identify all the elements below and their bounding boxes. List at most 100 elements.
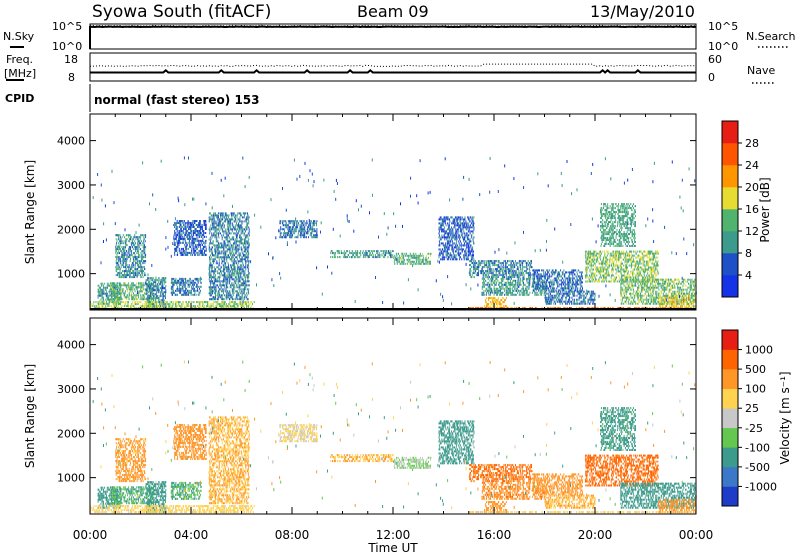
echo-cell: [117, 305, 119, 308]
echo-cell: [201, 235, 203, 238]
echo-cell: [466, 252, 468, 255]
echo-cell: [139, 240, 141, 243]
echo-cell: [452, 218, 454, 221]
echo-cell: [300, 236, 302, 239]
echo-cell: [430, 262, 431, 265]
echo-cell: [224, 216, 226, 219]
echo-cell: [119, 274, 121, 277]
echo-cell: [103, 301, 105, 304]
echo-cell: [225, 303, 227, 306]
echo-cell: [450, 232, 452, 235]
echo-cell: [229, 298, 231, 301]
echo-cell: [243, 280, 245, 283]
echo-cell: [449, 228, 451, 231]
echo-cell: [102, 290, 104, 293]
echo-cell: [239, 234, 241, 237]
echo-cell: [199, 235, 200, 238]
echo-cell: [456, 238, 458, 241]
echo-cell: [127, 301, 129, 304]
echo-cell: [343, 250, 345, 253]
echo-cell: [122, 292, 124, 295]
echo-cell: [438, 240, 440, 243]
echo-cell: [138, 250, 139, 253]
echo-cell: [180, 220, 182, 222]
echo-cell: [239, 286, 241, 289]
echo-cell: [199, 230, 201, 232]
echo-cell: [301, 220, 303, 223]
echo-cell: [115, 252, 117, 255]
echo-cell: [135, 274, 136, 277]
echo-cell: [124, 284, 126, 287]
echo-cell: [221, 258, 223, 261]
echo-cell: [228, 266, 229, 269]
echo-cell: [377, 256, 379, 259]
echo-cell: [151, 292, 152, 295]
echo-cell: [101, 303, 103, 306]
echo-cell: [215, 258, 216, 261]
echo-cell: [199, 287, 200, 290]
echo-cell: [184, 243, 186, 246]
echo-cell: [107, 282, 109, 285]
echo-cell: [220, 296, 222, 299]
echo-cell: [151, 301, 152, 304]
echo-cell: [241, 226, 243, 229]
echo-cell: [427, 262, 429, 265]
echo-cell: [469, 220, 471, 223]
echo-cell: [462, 248, 463, 251]
echo-cell: [143, 244, 145, 247]
echo-cell: [203, 245, 205, 248]
echo-cell: [154, 295, 156, 298]
echo-cell: [100, 282, 102, 285]
echo-cell: [109, 288, 111, 291]
echo-cell: [153, 295, 155, 298]
echo-cell: [237, 278, 239, 281]
echo-cell: [116, 268, 118, 271]
echo-cell: [412, 254, 414, 257]
echo-cell: [446, 236, 448, 239]
echo-cell: [128, 305, 130, 308]
echo-cell: [231, 248, 233, 251]
echo-cell: [197, 277, 199, 280]
echo-cell: [213, 228, 215, 231]
echo-cell: [243, 272, 245, 275]
echo-cell: [242, 278, 244, 281]
echo-cell: [445, 218, 447, 221]
echo-cell: [468, 252, 470, 255]
echo-cell: [218, 258, 220, 261]
echo-cell: [217, 280, 219, 283]
echo-cell: [239, 228, 240, 231]
echo-cell: [197, 253, 199, 256]
echo-cell: [103, 296, 104, 299]
echo-cell: [459, 258, 461, 261]
echo-cell: [226, 298, 228, 301]
echo-cell: [200, 232, 202, 234]
echo-cell: [190, 237, 192, 240]
echo-cell: [222, 260, 224, 263]
echo-cell: [304, 226, 306, 229]
noise-sky-label: N.Sky: [3, 30, 35, 43]
echo-cell: [280, 220, 282, 223]
echo-cell: [188, 281, 190, 284]
station-title: Syowa South (fitACF): [92, 2, 271, 22]
echo-cell: [122, 246, 124, 249]
echo-cell: [200, 253, 202, 256]
echo-cell: [179, 283, 181, 286]
echo-cell: [134, 298, 136, 301]
echo-cell: [286, 226, 288, 229]
echo-cell: [470, 216, 472, 219]
echo-cell: [220, 222, 221, 225]
echo-cell: [392, 250, 394, 253]
echo-cell: [455, 224, 457, 227]
echo-cell: [212, 258, 214, 261]
echo-cell: [119, 240, 121, 243]
echo-cell: [148, 291, 150, 294]
echo-cell: [213, 218, 215, 221]
echo-cell: [234, 276, 236, 279]
echo-cell: [223, 234, 224, 237]
echo-cell: [216, 248, 218, 251]
echo-cell: [196, 247, 198, 250]
echo-cell: [152, 292, 154, 295]
echo-cell: [287, 228, 289, 231]
echo-cell: [126, 298, 128, 301]
echo-cell: [229, 294, 231, 297]
